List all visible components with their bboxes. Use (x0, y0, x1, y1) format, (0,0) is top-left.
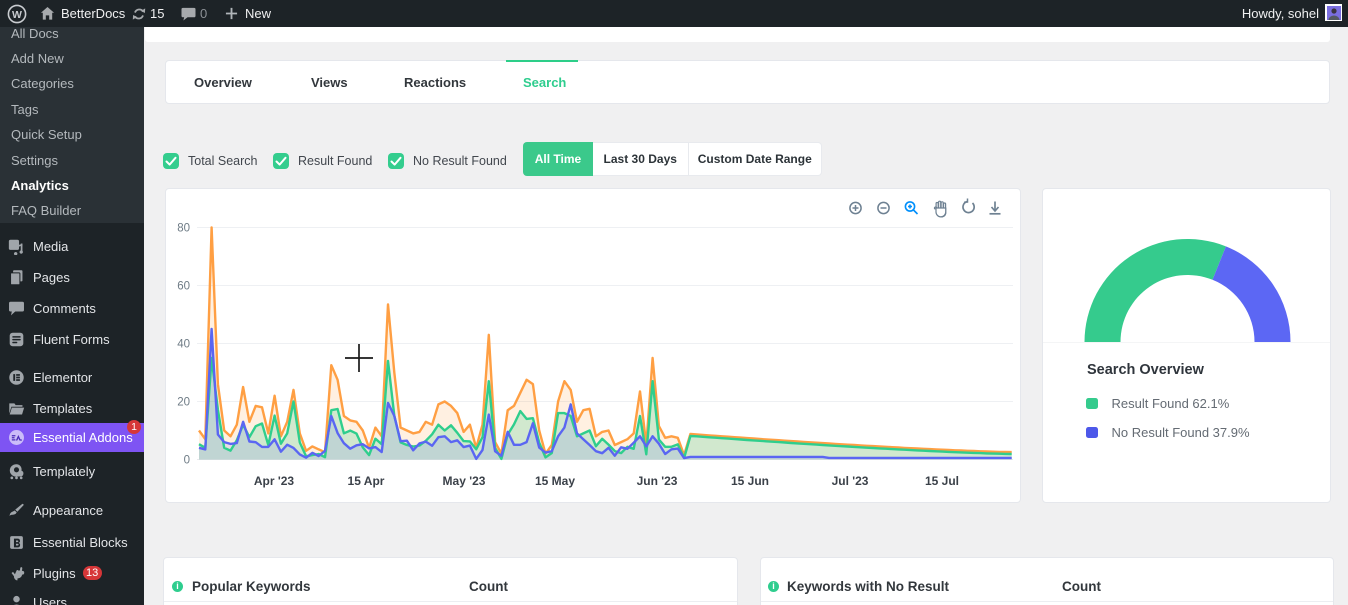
svg-text:May '23: May '23 (443, 474, 486, 488)
svg-text:W: W (12, 9, 22, 21)
svg-text:15 May: 15 May (535, 474, 575, 488)
svg-text:Jun '23: Jun '23 (637, 474, 678, 488)
svg-text:Apr '23: Apr '23 (254, 474, 295, 488)
svg-text:60: 60 (177, 281, 190, 293)
svg-text:15 Jul: 15 Jul (925, 474, 959, 488)
svg-text:Jul '23: Jul '23 (832, 474, 869, 488)
svg-text:40: 40 (177, 339, 190, 351)
svg-text:20: 20 (177, 397, 190, 409)
svg-text:15 Jun: 15 Jun (731, 474, 769, 488)
svg-text:80: 80 (177, 223, 190, 235)
svg-text:15 Apr: 15 Apr (348, 474, 385, 488)
svg-text:0: 0 (184, 455, 190, 467)
